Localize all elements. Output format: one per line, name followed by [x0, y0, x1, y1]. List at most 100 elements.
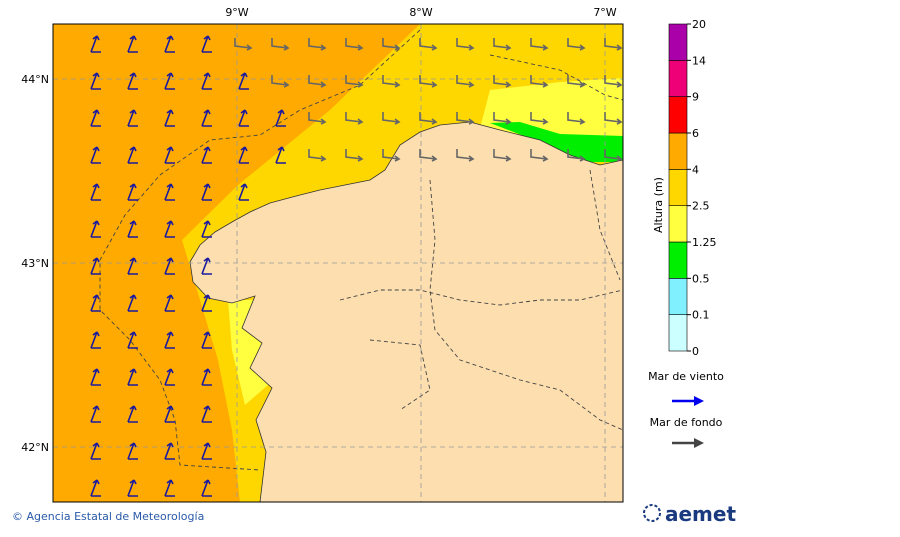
wind-arrow-head	[694, 396, 704, 406]
wind-arrow	[90, 368, 101, 386]
colorbar-label: 9	[692, 91, 699, 104]
wind-arrow	[127, 479, 138, 497]
land	[189, 121, 623, 502]
arrows	[90, 35, 623, 497]
wind-arrow	[275, 109, 286, 127]
logo-icon	[643, 504, 661, 522]
wind-arrow	[127, 368, 138, 386]
lon-label: 7°W	[593, 6, 616, 19]
swell-arrow	[493, 149, 512, 162]
swell-arrow	[234, 38, 253, 51]
colorbar-label: 4	[692, 163, 699, 176]
wind-arrow	[275, 146, 286, 164]
swell-arrow	[308, 112, 327, 125]
swell-arrow	[530, 112, 549, 125]
wind-arrow	[201, 183, 212, 201]
swell-arrow	[604, 112, 623, 125]
colorbar-label: 14	[692, 54, 706, 67]
map-frame	[52, 23, 624, 503]
wind-arrow	[90, 183, 101, 201]
swell-arrow	[456, 75, 475, 88]
wind-arrow	[127, 294, 138, 312]
colorbar-label: 0.1	[692, 309, 710, 322]
wind-arrow	[164, 183, 175, 201]
swell-arrow	[308, 38, 327, 51]
wind-arrow	[127, 183, 138, 201]
wind-arrow	[127, 220, 138, 238]
swell-arrow	[604, 38, 623, 51]
wind-arrow	[164, 442, 175, 460]
colorbar-title: Altura (m)	[652, 177, 665, 233]
swell-arrow	[308, 75, 327, 88]
swell-arrow	[530, 38, 549, 51]
swell-arrow	[567, 38, 586, 51]
colorbar-segment	[668, 132, 688, 170]
wind-arrow	[90, 257, 101, 275]
swell-arrow	[604, 75, 623, 88]
colorbar-segment	[668, 278, 688, 315]
wind-arrow	[164, 146, 175, 164]
wind-arrow	[201, 405, 212, 423]
sea-green	[490, 122, 623, 162]
wind-arrow	[201, 109, 212, 127]
wind-arrow	[127, 72, 138, 90]
province-borders	[339, 169, 623, 431]
swell-arrow	[382, 75, 401, 88]
swell-arrow	[493, 38, 512, 51]
lon-label: 8°W	[409, 6, 432, 19]
wind-arrow	[90, 405, 101, 423]
lat-label: 44°N	[21, 73, 49, 86]
swell-arrow	[493, 112, 512, 125]
wind-arrow	[238, 183, 249, 201]
wind-arrow	[164, 331, 175, 349]
wind-arrow	[164, 368, 175, 386]
swell-arrow	[604, 149, 623, 162]
wind-arrow	[164, 35, 175, 53]
swell-arrow	[419, 112, 438, 125]
colorbar-segment	[668, 169, 688, 206]
wind-arrow	[90, 331, 101, 349]
swell-arrow	[382, 149, 401, 162]
wind-label: Mar de viento	[648, 370, 724, 383]
wind-arrow	[164, 109, 175, 127]
wind-arrow	[90, 294, 101, 312]
lat-label: 42°N	[21, 441, 49, 454]
swell-arrow	[456, 112, 475, 125]
wind-arrow	[238, 72, 249, 90]
swell-arrow	[345, 75, 364, 88]
colorbar-label: 20	[692, 18, 706, 31]
lon-label: 9°W	[225, 6, 248, 19]
wind-arrow	[127, 257, 138, 275]
credit: © Agencia Estatal de Meteorología	[12, 510, 204, 523]
wind-arrow	[127, 331, 138, 349]
colorbar-label: 0.5	[692, 272, 710, 285]
colorbar: 0 0.1 0.5 1.25 2.5 4 6 9 14 20	[668, 18, 717, 358]
wind-arrow	[127, 109, 138, 127]
swell-arrow	[456, 149, 475, 162]
wind-arrow	[127, 146, 138, 164]
wind-arrow	[201, 220, 212, 238]
colorbar-segment	[668, 23, 688, 61]
colorbar-label: 0	[692, 345, 699, 358]
wind-arrow	[201, 442, 212, 460]
swell-arrow	[271, 38, 290, 51]
colorbar-label: 1.25	[692, 236, 717, 249]
wind-arrow	[201, 72, 212, 90]
graticule	[53, 24, 623, 502]
swell-arrow	[382, 38, 401, 51]
wind-arrow	[201, 146, 212, 164]
wind-arrow	[164, 220, 175, 238]
wind-arrow	[90, 35, 101, 53]
wind-arrow	[90, 109, 101, 127]
swell-arrow	[419, 38, 438, 51]
swell-arrow	[345, 112, 364, 125]
swell-arrow	[493, 75, 512, 88]
wind-arrow	[90, 146, 101, 164]
swell-arrow	[271, 75, 290, 88]
wind-arrow	[201, 368, 212, 386]
wind-arrow	[238, 109, 249, 127]
wind-arrow	[127, 35, 138, 53]
colorbar-segment	[668, 96, 688, 134]
swell-arrow	[308, 149, 327, 162]
